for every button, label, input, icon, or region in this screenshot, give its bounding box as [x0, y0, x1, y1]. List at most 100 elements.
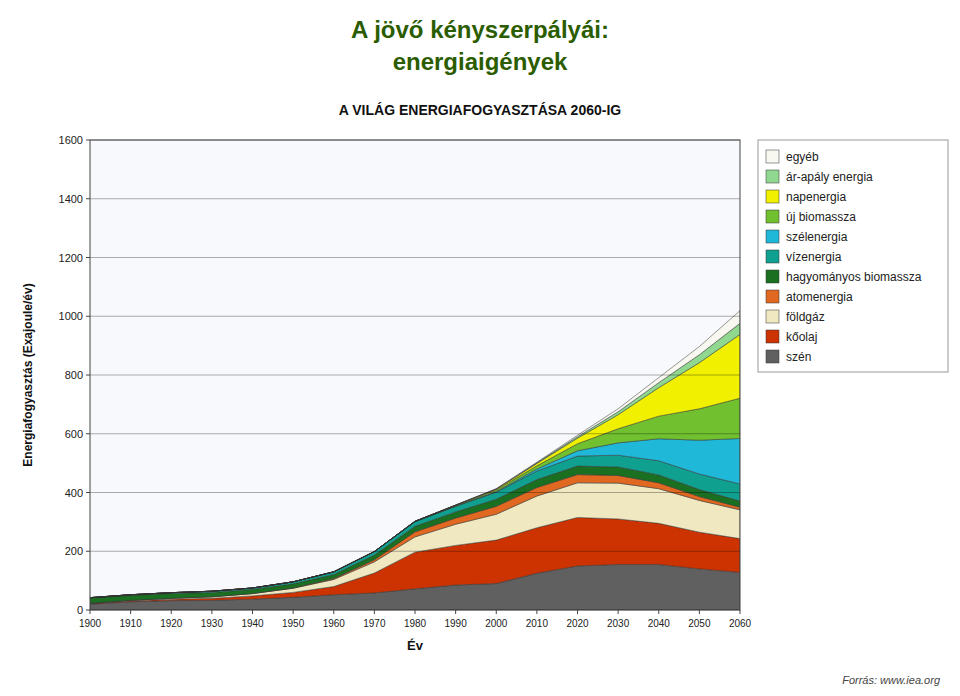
plot-frame	[90, 140, 740, 610]
chart: A jövő kényszerpályái: energiaigények A VI…	[0, 0, 960, 696]
legend-swatch	[766, 310, 779, 323]
x-tick-label: 1930	[201, 618, 224, 629]
y-tick-label: 1000	[59, 310, 83, 322]
area	[90, 311, 740, 598]
grid-line	[90, 492, 740, 493]
x-tick-label: 2060	[729, 618, 752, 629]
legend-swatch	[766, 330, 779, 343]
legend-swatch	[766, 150, 779, 163]
x-tick-label: 1980	[404, 618, 427, 629]
title: A jövő kényszerpályái:	[351, 16, 609, 43]
area	[90, 455, 740, 598]
x-tick-label: 1970	[363, 618, 386, 629]
source: Forrás: www.iea.org	[842, 674, 941, 686]
x-tick	[699, 610, 700, 614]
x-tick	[90, 610, 91, 614]
legend-swatch	[766, 270, 779, 283]
legend-label: új biomassza	[786, 210, 856, 224]
x-tick-label: 2030	[607, 618, 630, 629]
legend-swatch	[766, 250, 779, 263]
x-tick-label: 1900	[79, 618, 102, 629]
legend-label: atomenergia	[786, 290, 853, 304]
x-tick	[293, 610, 294, 614]
x-tick	[577, 610, 578, 614]
area	[90, 483, 740, 604]
y-axis-label: Energiafogyasztás (Exajoule/év)	[21, 283, 35, 466]
legend-label: hagyományos biomassza	[786, 270, 922, 284]
plot-background	[90, 140, 740, 610]
legend-label: földgáz	[786, 310, 825, 324]
area	[90, 398, 740, 597]
x-tick	[536, 610, 537, 614]
x-tick	[211, 610, 212, 614]
area	[90, 323, 740, 597]
grid-line	[90, 433, 740, 434]
x-tick-label: 2050	[688, 618, 711, 629]
legend-label: kőolaj	[786, 330, 817, 344]
title: energiaigények	[393, 48, 568, 75]
legend-label: szélenergia	[786, 230, 848, 244]
x-tick-label: 1910	[120, 618, 143, 629]
x-tick	[171, 610, 172, 614]
x-tick	[415, 610, 416, 614]
x-tick-label: 1940	[241, 618, 264, 629]
y-tick-label: 0	[77, 604, 83, 616]
subtitle: A VILÁG ENERGIAFOGYASZTÁSA 2060-IG	[339, 102, 621, 118]
area	[90, 334, 740, 597]
x-tick	[658, 610, 659, 614]
y-tick	[86, 433, 90, 434]
x-tick-label: 2000	[485, 618, 508, 629]
legend-frame	[758, 140, 948, 372]
legend-swatch	[766, 190, 779, 203]
legend-label: egyéb	[786, 150, 819, 164]
y-tick-label: 600	[65, 428, 83, 440]
area	[90, 466, 740, 603]
legend-swatch	[766, 170, 779, 183]
x-tick	[333, 610, 334, 614]
y-tick-label: 800	[65, 369, 83, 381]
legend-swatch	[766, 230, 779, 243]
y-tick	[86, 375, 90, 376]
grid-line	[90, 198, 740, 199]
y-tick-label: 200	[65, 545, 83, 557]
x-tick-label: 2010	[526, 618, 549, 629]
x-tick-label: 1990	[445, 618, 468, 629]
x-tick	[130, 610, 131, 614]
y-tick	[86, 316, 90, 317]
legend-label: szén	[786, 350, 811, 364]
x-tick	[455, 610, 456, 614]
x-tick-label: 1950	[282, 618, 305, 629]
legend-label: vízenergia	[786, 250, 842, 264]
areas	[90, 311, 740, 610]
y-tick	[86, 198, 90, 199]
y-tick	[86, 140, 90, 141]
y-tick-label: 1400	[59, 193, 83, 205]
x-tick-label: 1920	[160, 618, 183, 629]
y-tick	[86, 492, 90, 493]
x-tick	[618, 610, 619, 614]
x-tick	[252, 610, 253, 614]
area	[90, 475, 740, 604]
grid-line	[90, 316, 740, 317]
grid-line	[90, 257, 740, 258]
area	[90, 438, 740, 597]
y-tick-label: 1600	[59, 134, 83, 146]
x-tick-label: 2020	[566, 618, 589, 629]
x-tick	[496, 610, 497, 614]
x-tick	[740, 610, 741, 614]
grid-line	[90, 551, 740, 552]
x-axis-label: Év	[407, 638, 424, 653]
legend-label: napenergia	[786, 190, 846, 204]
x-tick-label: 2040	[648, 618, 671, 629]
legend-swatch	[766, 210, 779, 223]
y-tick-label: 400	[65, 487, 83, 499]
x-tick-label: 1960	[323, 618, 346, 629]
y-tick-label: 1200	[59, 252, 83, 264]
y-tick	[86, 551, 90, 552]
legend-swatch	[766, 350, 779, 363]
y-tick	[86, 257, 90, 258]
x-tick	[374, 610, 375, 614]
legend-label: ár-apály energia	[786, 170, 873, 184]
grid-line	[90, 375, 740, 376]
legend-swatch	[766, 290, 779, 303]
